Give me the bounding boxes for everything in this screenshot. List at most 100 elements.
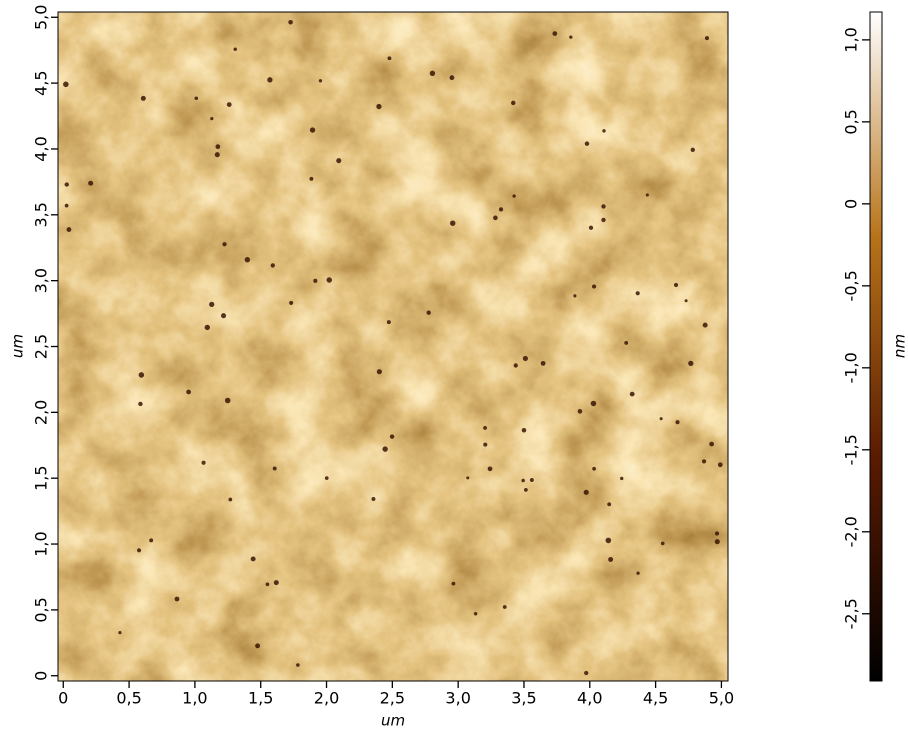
pit — [592, 284, 597, 289]
pit — [684, 299, 688, 303]
colorbar-tick-label: 0,5 — [842, 109, 861, 134]
pit — [704, 36, 710, 41]
pit — [88, 180, 94, 186]
pit — [215, 144, 221, 150]
pit — [701, 459, 707, 464]
pit — [483, 442, 488, 447]
pit — [64, 182, 69, 187]
pit — [659, 417, 663, 421]
pit — [714, 531, 720, 536]
pit — [118, 631, 122, 635]
pit — [324, 476, 329, 480]
pit — [675, 420, 680, 425]
pit — [265, 582, 270, 587]
y-tick-label: 0,5 — [32, 597, 51, 622]
pits — [63, 19, 723, 676]
pit — [702, 322, 708, 328]
pit — [222, 242, 227, 247]
y-tick-label: 0 — [32, 671, 51, 681]
pit — [63, 81, 69, 88]
pit — [629, 391, 635, 397]
pit — [149, 538, 154, 543]
colorbar-tick-label: -2,0 — [842, 516, 861, 547]
pit — [511, 100, 516, 106]
pit — [289, 300, 294, 305]
pit — [376, 103, 382, 110]
pit — [645, 193, 649, 197]
pit — [601, 204, 606, 209]
pit — [250, 556, 256, 562]
pit — [313, 278, 318, 283]
pit — [387, 56, 392, 61]
pit — [583, 489, 589, 495]
pit — [66, 227, 72, 232]
pit — [608, 556, 614, 562]
pit — [483, 425, 487, 430]
colorbar-tick-label: 0 — [842, 199, 861, 209]
pit — [473, 612, 478, 616]
x-tick-label: 1,0 — [182, 689, 207, 708]
pit — [573, 294, 577, 298]
pit — [588, 225, 594, 230]
pit — [174, 596, 180, 602]
y-tick-label: 1,5 — [32, 465, 51, 490]
pit — [602, 129, 606, 133]
pit — [635, 291, 640, 296]
pit — [272, 466, 277, 471]
pit — [224, 397, 231, 404]
x-tick-label: 2,5 — [380, 689, 405, 708]
y-tick-label: 2,0 — [32, 400, 51, 425]
x-axis-label: um — [381, 712, 405, 730]
pit — [336, 158, 342, 164]
pit — [714, 539, 720, 545]
pit — [255, 643, 261, 649]
colorbar-tick-label: -0,5 — [842, 270, 861, 301]
x-tick-label: 3,0 — [445, 689, 470, 708]
pit — [138, 401, 143, 407]
pit — [601, 217, 606, 223]
pit — [607, 502, 612, 507]
y-tick-label: 4,0 — [32, 136, 51, 161]
pit — [636, 571, 640, 575]
pit — [186, 389, 191, 395]
x-tick-label: 4,5 — [643, 689, 668, 708]
pit — [270, 263, 275, 268]
pit — [244, 256, 251, 263]
pit — [673, 282, 679, 288]
pit — [522, 355, 528, 362]
pit — [371, 496, 376, 501]
x-tick-label: 0,5 — [116, 689, 141, 708]
pit — [620, 476, 624, 481]
pit — [529, 478, 534, 482]
y-tick-label: 4,5 — [32, 70, 51, 95]
pit — [288, 19, 293, 25]
pit — [309, 127, 316, 133]
colorbar-tick-label: 1,0 — [842, 27, 861, 52]
pit — [138, 372, 145, 378]
y-tick-label: 5,0 — [32, 5, 51, 30]
pit — [429, 70, 436, 77]
pit — [709, 441, 715, 447]
pit — [521, 478, 525, 483]
x-tick-label: 3,5 — [511, 689, 536, 708]
pit — [309, 176, 314, 181]
colorbar-tick-label: -1,5 — [842, 434, 861, 465]
x-tick-label: 1,5 — [248, 689, 273, 708]
pit — [226, 102, 232, 107]
pit — [318, 79, 323, 83]
pit — [577, 409, 583, 414]
x-tick-label: 5,0 — [709, 689, 734, 708]
colorbar — [869, 11, 883, 682]
pit — [717, 462, 723, 468]
pit — [590, 400, 597, 407]
x-tick-label: 2,0 — [314, 689, 339, 708]
pit — [376, 369, 382, 375]
pit — [487, 466, 493, 472]
pit — [296, 663, 300, 667]
colorbar-label: nm — [891, 334, 908, 358]
pit — [136, 548, 142, 553]
pit — [326, 277, 332, 283]
pit — [64, 203, 69, 208]
pit — [451, 581, 456, 586]
